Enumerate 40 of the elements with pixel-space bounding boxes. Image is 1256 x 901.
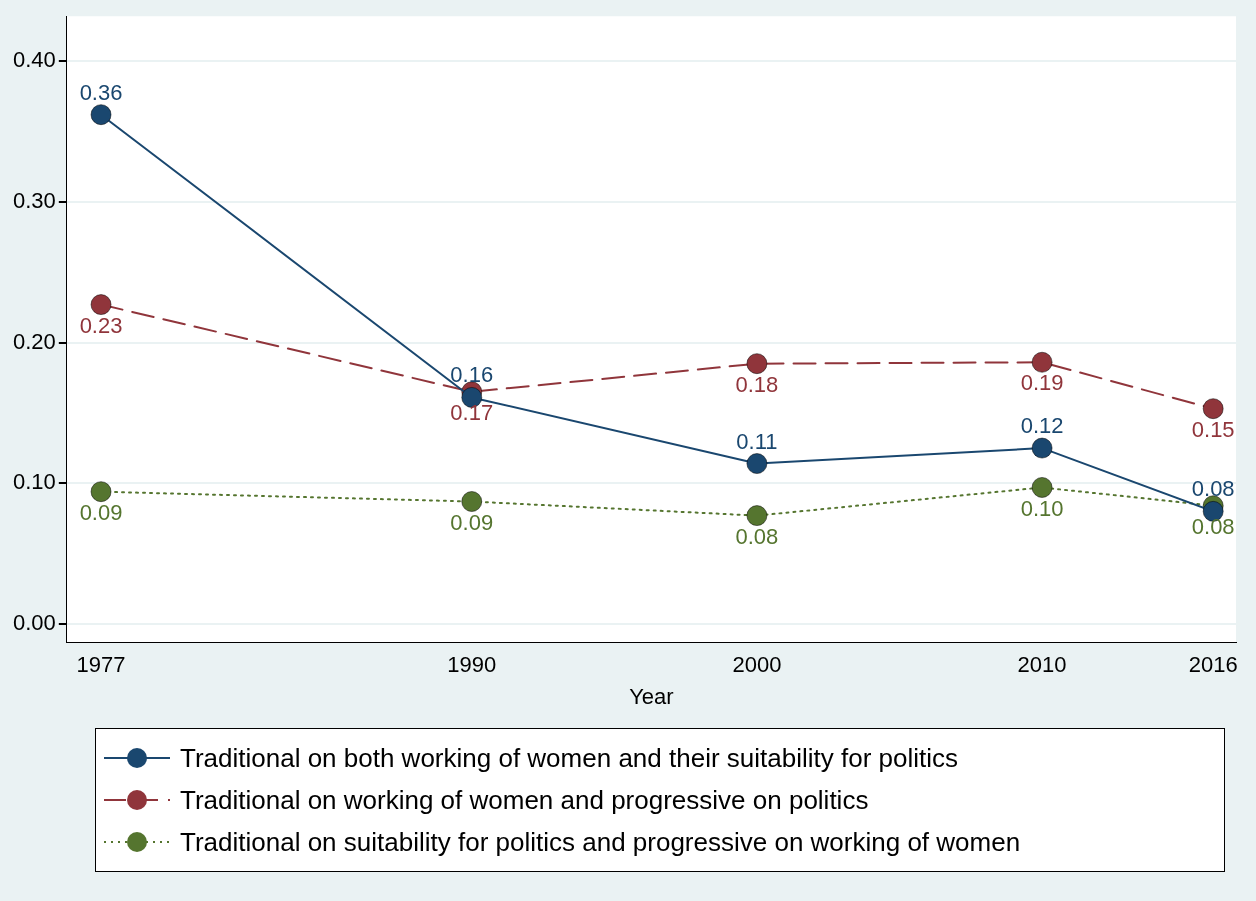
data-label: 0.09 [79, 499, 123, 525]
data-label: 0.08 [735, 523, 779, 549]
data-label: 0.23 [79, 312, 123, 338]
point [1031, 437, 1053, 459]
data-label: 0.08 [1191, 476, 1235, 502]
data-label: 0.12 [1020, 413, 1064, 439]
data-label: 0.09 [450, 509, 494, 535]
legend-label: Traditional on both working of women and their suitability for politics [180, 742, 958, 774]
data-label: 0.11 [736, 428, 778, 454]
point [461, 491, 482, 512]
point [90, 104, 112, 125]
point [1202, 398, 1224, 419]
data-label: 0.17 [450, 399, 494, 425]
data-label: 0.19 [1020, 370, 1064, 396]
point [90, 481, 112, 502]
x-tick-label: 2000 [732, 652, 782, 678]
x-tick-label: 2010 [1017, 652, 1067, 678]
y-tick-label: 0.30 [12, 187, 56, 213]
y-tick-label: 0.00 [12, 609, 56, 635]
data-label: 0.18 [735, 371, 779, 397]
data-label: 0.08 [1191, 513, 1235, 539]
point [746, 505, 768, 526]
point [90, 294, 112, 315]
x-axis-title: Year [629, 683, 674, 709]
legend-label: Traditional on working of women and progressive on politics [180, 784, 869, 816]
point [746, 453, 768, 474]
point [746, 353, 768, 374]
point [1031, 477, 1053, 498]
data-label: 0.15 [1191, 416, 1235, 442]
legend-label: Traditional on suitability for politics and progressive on working of women [180, 826, 1021, 858]
data-label: 0.16 [450, 362, 494, 388]
x-tick-label: 1977 [76, 652, 126, 678]
data-label: 0.36 [79, 79, 123, 105]
y-tick-label: 0.20 [12, 328, 56, 354]
point [1031, 352, 1053, 373]
y-tick-label: 0.40 [12, 47, 56, 73]
x-tick-label: 1990 [447, 652, 497, 678]
y-tick-label: 0.10 [12, 469, 56, 495]
x-tick-label: 2016 [1188, 652, 1238, 678]
data-label: 0.10 [1020, 495, 1064, 521]
